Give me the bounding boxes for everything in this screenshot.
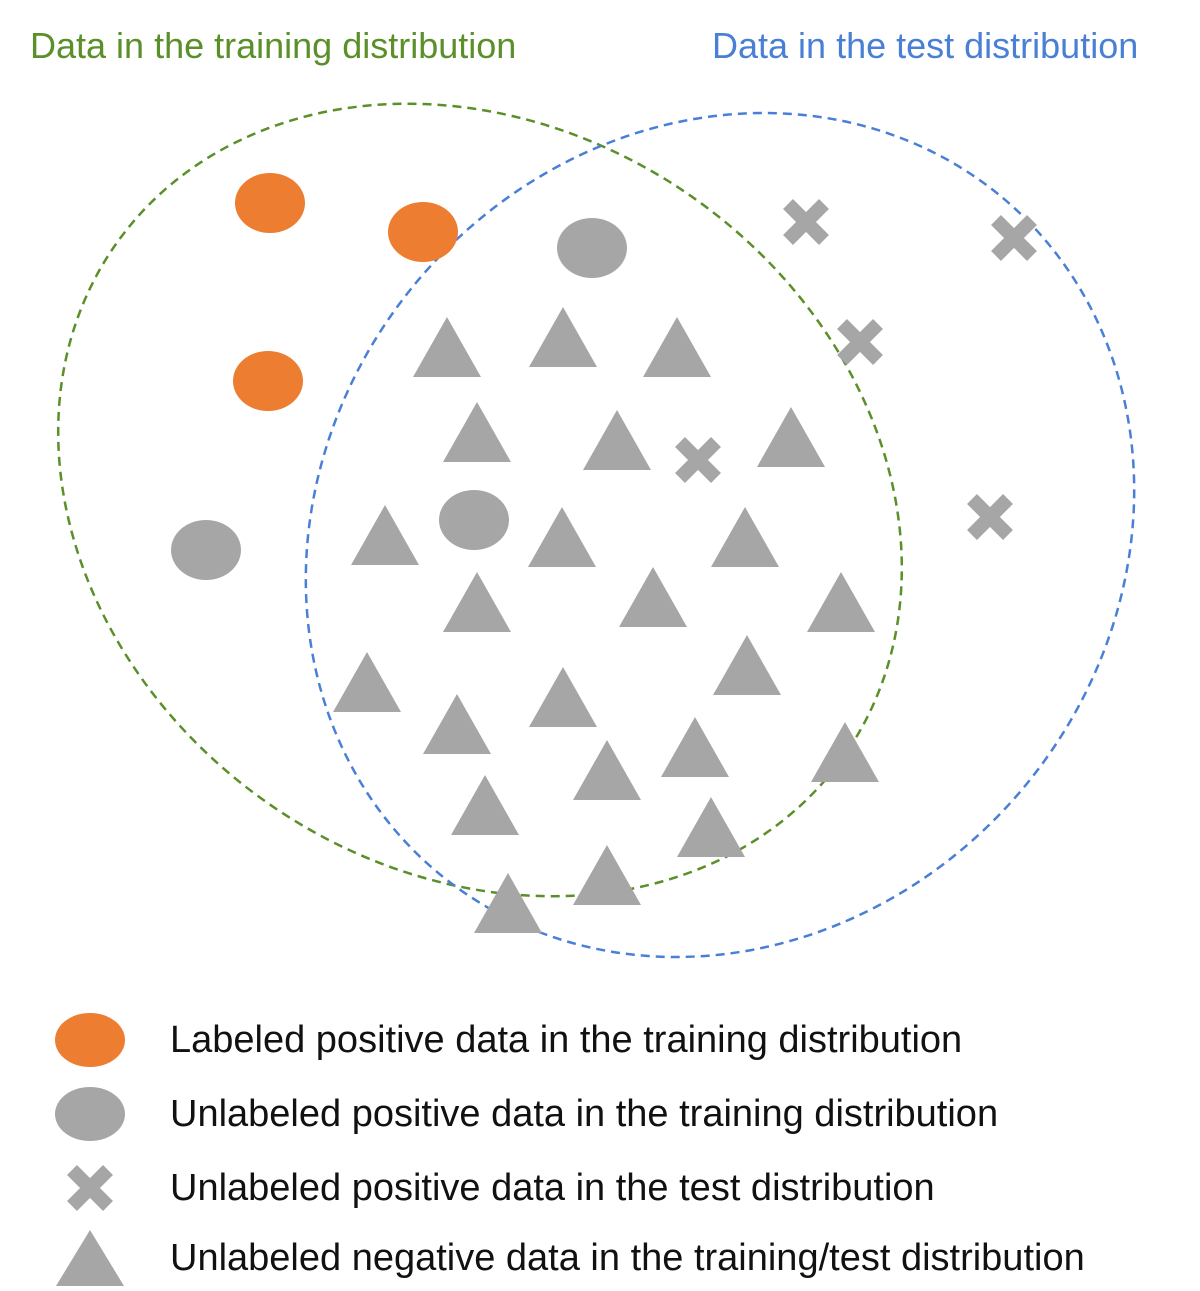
training-distribution-boundary bbox=[56, 102, 904, 898]
unlabeled-negative-point bbox=[711, 507, 779, 567]
unlabeled-positive-test-point bbox=[967, 494, 1013, 540]
legend-label: Unlabeled positive data in the test dist… bbox=[170, 1167, 935, 1209]
labeled-positive-training-point bbox=[235, 173, 305, 233]
unlabeled-negative-point bbox=[661, 717, 729, 777]
unlabeled-negative-point bbox=[529, 667, 597, 727]
legend-item-unlabeled-positive-test: Unlabeled positive data in the test dist… bbox=[0, 1158, 1200, 1218]
unlabeled-positive-training-point bbox=[439, 490, 509, 550]
gray-cross-icon bbox=[67, 1165, 113, 1211]
unlabeled-negative-point bbox=[713, 635, 781, 695]
unlabeled-positive-test-point bbox=[991, 215, 1037, 261]
unlabeled-positive-training-point bbox=[171, 520, 241, 580]
legend-label: Unlabeled positive data in the training … bbox=[170, 1093, 999, 1135]
unlabeled-positive-test-point bbox=[837, 319, 883, 365]
unlabeled-negative-point bbox=[643, 317, 711, 377]
labeled-positive-training-point bbox=[233, 351, 303, 411]
unlabeled-negative-point bbox=[807, 572, 875, 632]
unlabeled-negative-point bbox=[333, 652, 401, 712]
unlabeled-negative-point bbox=[351, 505, 419, 565]
unlabeled-negative-point bbox=[474, 873, 542, 933]
unlabeled-negative-point bbox=[413, 317, 481, 377]
unlabeled-negative-point bbox=[757, 407, 825, 467]
unlabeled-negative-point bbox=[573, 740, 641, 800]
gray-triangle-icon bbox=[56, 1230, 124, 1286]
training-distribution-title: Data in the training distribution bbox=[30, 25, 517, 66]
unlabeled-negative-point bbox=[443, 572, 511, 632]
unlabeled-negative-point bbox=[677, 797, 745, 857]
unlabeled-negative-point bbox=[451, 775, 519, 835]
orange-circle-icon bbox=[55, 1013, 125, 1067]
legend-label: Unlabeled negative data in the training/… bbox=[170, 1237, 1085, 1279]
legend-item-labeled-positive-training: Labeled positive data in the training di… bbox=[0, 1010, 1200, 1070]
unlabeled-positive-training-point bbox=[557, 218, 627, 278]
gray-circle-icon bbox=[55, 1087, 125, 1141]
legend-label: Labeled positive data in the training di… bbox=[170, 1019, 963, 1061]
legend-item-unlabeled-negative: Unlabeled negative data in the training/… bbox=[0, 1228, 1200, 1288]
unlabeled-negative-point bbox=[573, 845, 641, 905]
unlabeled-negative-point bbox=[811, 722, 879, 782]
distribution-plot bbox=[56, 102, 1136, 959]
labeled-positive-training-point bbox=[388, 202, 458, 262]
unlabeled-negative-point bbox=[443, 402, 511, 462]
unlabeled-negative-point bbox=[529, 307, 597, 367]
unlabeled-negative-point bbox=[619, 567, 687, 627]
unlabeled-positive-test-point bbox=[675, 437, 721, 483]
test-distribution-title: Data in the test distribution bbox=[712, 25, 1139, 66]
test-distribution-boundary bbox=[304, 111, 1136, 959]
legend-item-unlabeled-positive-training: Unlabeled positive data in the training … bbox=[0, 1084, 1200, 1144]
unlabeled-negative-point bbox=[423, 694, 491, 754]
unlabeled-positive-test-point bbox=[783, 199, 829, 245]
unlabeled-negative-point bbox=[583, 410, 651, 470]
unlabeled-negative-point bbox=[528, 507, 596, 567]
